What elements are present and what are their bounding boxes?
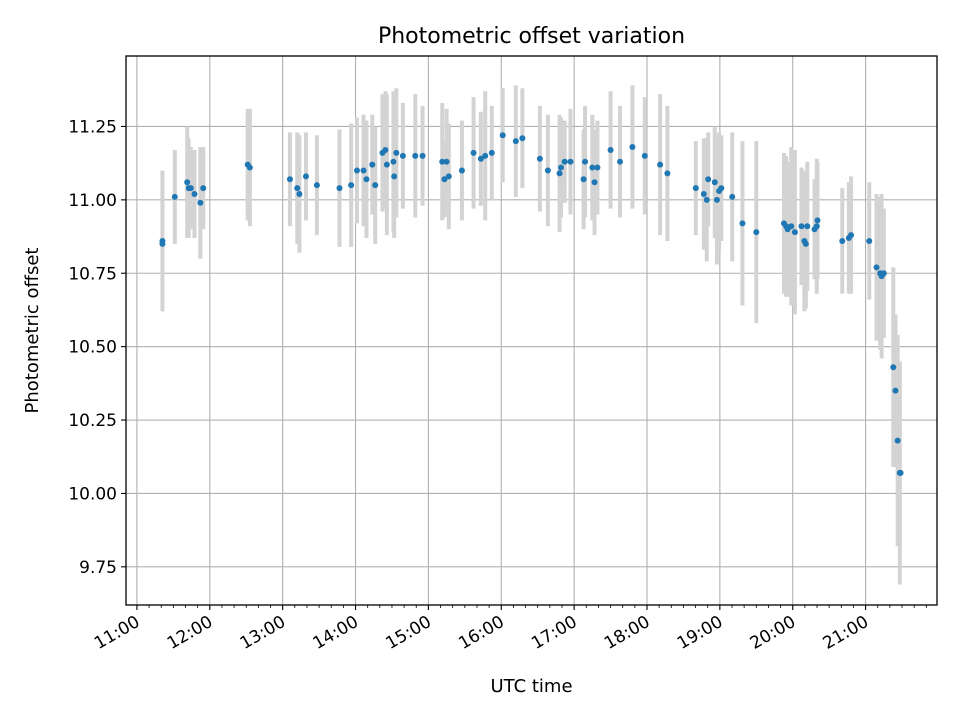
plot-frame [125, 55, 938, 606]
data-point [848, 232, 855, 239]
data-point [488, 149, 495, 156]
data-point [439, 158, 446, 165]
data-point [892, 387, 899, 394]
data-point [890, 364, 897, 371]
data-point [556, 170, 563, 177]
data-point [897, 469, 904, 476]
chart-title: Photometric offset variation [378, 24, 685, 49]
data-point [839, 237, 846, 244]
y-tick-label: 10.00 [68, 484, 117, 504]
data-point [391, 173, 398, 180]
data-point [353, 167, 360, 174]
y-tick-label: 10.75 [68, 264, 117, 284]
data-point [369, 161, 376, 168]
data-point [700, 190, 707, 197]
data-point [589, 164, 596, 171]
data-point [802, 240, 809, 247]
x-axis-label: UTC time [490, 676, 572, 697]
data-point [788, 223, 795, 230]
data-point [866, 237, 873, 244]
data-point [383, 161, 390, 168]
data-point [617, 158, 624, 165]
data-point [336, 185, 343, 192]
data-point [393, 149, 400, 156]
data-point [594, 164, 601, 171]
data-point [302, 173, 309, 180]
y-axis-ticks: 9.75 10.00 10.25 10.50 10.75 11.00 11.25 [68, 117, 126, 578]
data-point [458, 167, 465, 174]
data-point [880, 270, 887, 277]
data-point [445, 173, 452, 180]
data-point [187, 185, 194, 192]
data-point [580, 176, 587, 183]
data-point [382, 146, 389, 153]
data-point [499, 132, 506, 139]
data-point [692, 185, 699, 192]
y-tick-label: 10.25 [68, 411, 117, 431]
data-point [512, 138, 519, 145]
data-point [561, 158, 568, 165]
data-point [519, 135, 526, 142]
data-point [482, 152, 489, 159]
data-point [711, 179, 718, 186]
data-point [477, 155, 484, 162]
data-point [753, 229, 760, 236]
data-point [629, 144, 636, 151]
data-point [814, 217, 821, 224]
data-point [443, 158, 450, 165]
data-point [159, 240, 166, 247]
data-point [313, 182, 320, 189]
data-point [582, 158, 589, 165]
data-point [703, 196, 710, 203]
y-tick-label: 11.25 [68, 117, 117, 137]
data-point [286, 176, 293, 183]
data-point [657, 161, 664, 168]
data-point [705, 176, 712, 183]
data-point [360, 167, 367, 174]
data-point [813, 223, 820, 230]
data-point [607, 146, 614, 153]
data-points [159, 132, 904, 476]
y-axis-label: Photometric offset [22, 248, 43, 414]
data-point [718, 185, 725, 192]
data-point [791, 229, 798, 236]
data-point [894, 437, 901, 444]
data-point [348, 182, 355, 189]
data-point [591, 179, 598, 186]
data-point [399, 152, 406, 159]
data-point [197, 199, 204, 206]
data-point [419, 152, 426, 159]
data-point [567, 158, 574, 165]
data-point [363, 176, 370, 183]
data-point [372, 182, 379, 189]
y-tick-label: 10.50 [68, 338, 117, 358]
data-point [664, 170, 671, 177]
data-point [294, 185, 301, 192]
data-point [441, 176, 448, 183]
data-point [729, 193, 736, 200]
data-point [536, 155, 543, 162]
data-point [470, 149, 477, 156]
data-point [804, 223, 811, 230]
data-point [798, 223, 805, 230]
y-tick-label: 11.00 [68, 191, 117, 211]
data-point [739, 220, 746, 227]
data-point [558, 164, 565, 171]
y-tick-label: 9.75 [79, 558, 117, 578]
data-point [641, 152, 648, 159]
data-point [713, 196, 720, 203]
data-point [544, 167, 551, 174]
data-point [246, 164, 253, 171]
data-point [873, 264, 880, 271]
data-point [412, 152, 419, 159]
data-point [390, 158, 397, 165]
data-point [191, 190, 198, 197]
data-point [171, 193, 178, 200]
data-point [200, 185, 207, 192]
data-point [296, 190, 303, 197]
data-point [184, 179, 191, 186]
